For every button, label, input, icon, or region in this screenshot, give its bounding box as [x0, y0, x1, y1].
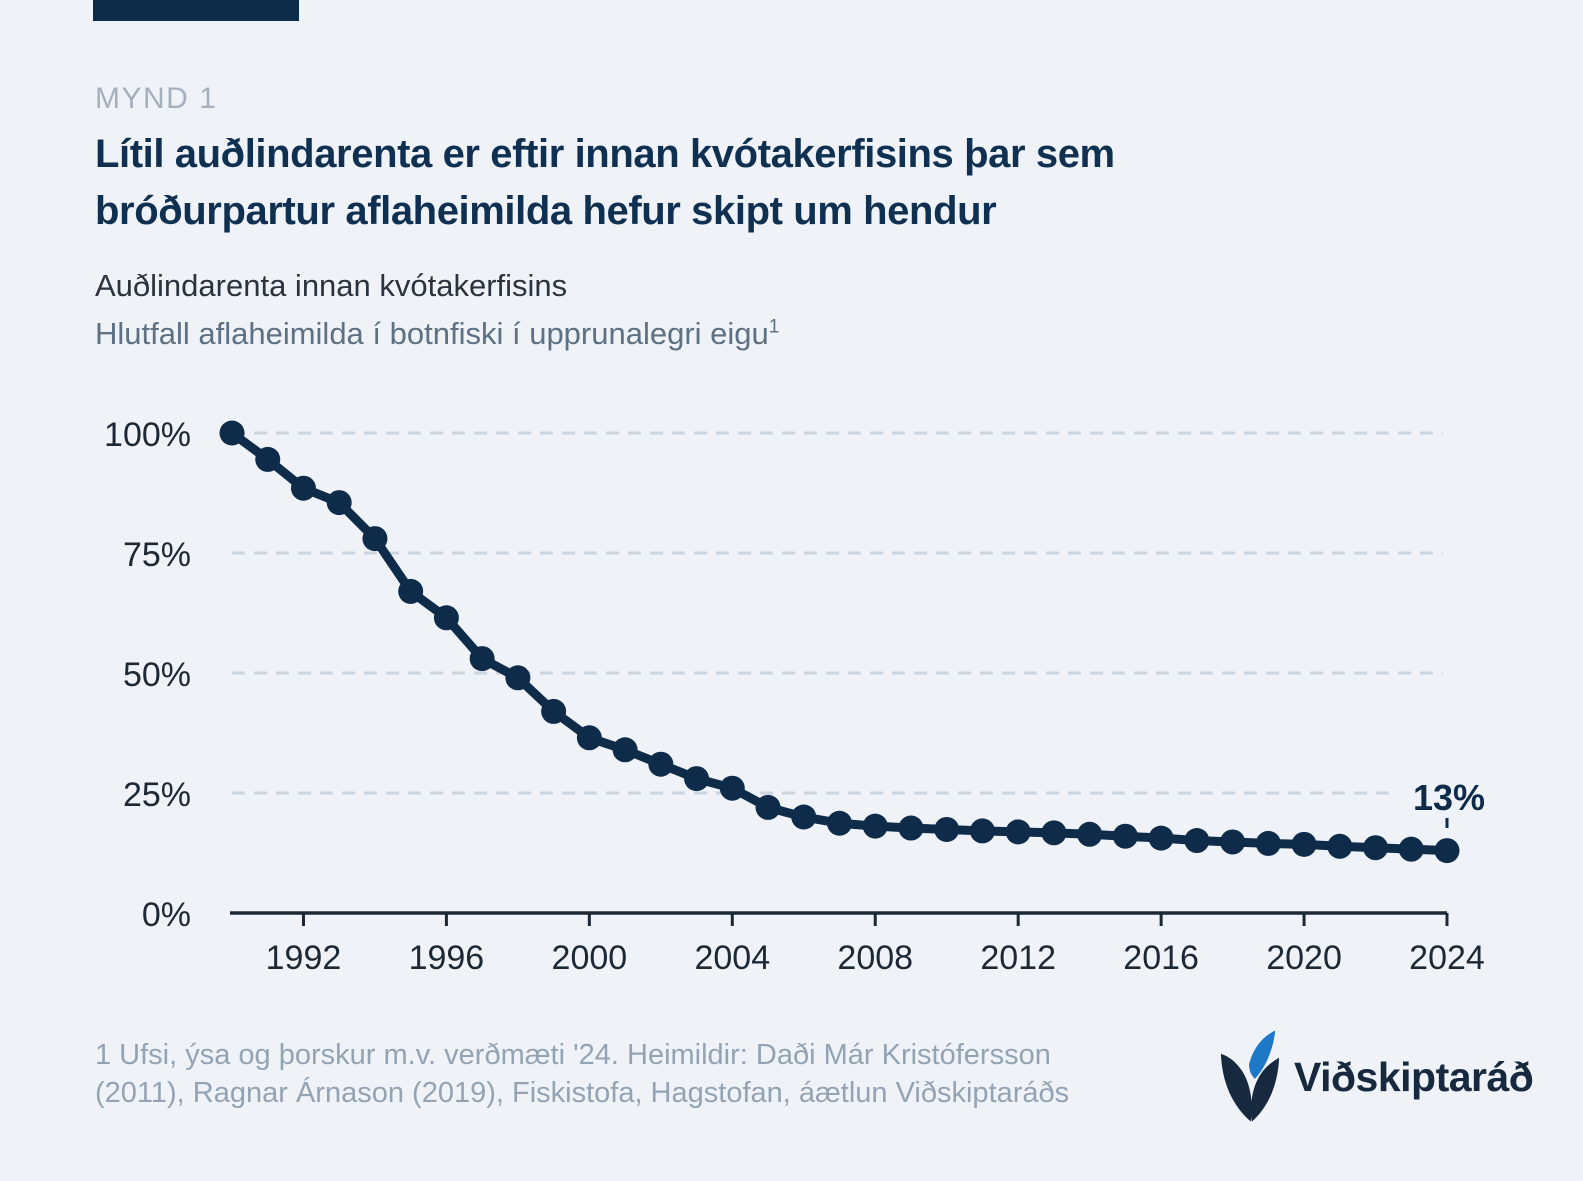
data-point: [576, 725, 602, 751]
x-axis-label: 2004: [694, 939, 770, 977]
data-point: [398, 578, 424, 604]
data-point: [469, 646, 495, 672]
data-point: [862, 813, 888, 839]
data-point: [1184, 828, 1210, 854]
footnote: 1 Ufsi, ýsa og þorskur m.v. verðmæti '24…: [95, 1036, 1069, 1112]
logo-mark-icon: [1220, 1030, 1280, 1122]
data-point: [1398, 836, 1424, 862]
y-axis-label: 25%: [123, 776, 191, 814]
data-point: [219, 420, 245, 446]
x-axis-label: 1992: [266, 939, 342, 977]
logo-text: Viðskiptaráð: [1294, 1053, 1534, 1100]
data-point: [755, 794, 781, 820]
x-axis: [230, 911, 1449, 926]
data-point: [326, 490, 352, 516]
data-point: [1291, 831, 1317, 857]
data-point: [1220, 829, 1246, 855]
x-axis-label: 2012: [980, 939, 1056, 977]
value-annotation: 13%: [1413, 777, 1485, 828]
footnote-marker: 1: [768, 316, 780, 338]
data-point: [1005, 819, 1031, 845]
subtitle-secondary-text: Hlutfall aflaheimilda í botnfiski í uppr…: [95, 316, 769, 351]
logo: Viðskiptaráð: [1218, 1026, 1534, 1128]
x-axis-label: 2024: [1409, 939, 1485, 977]
y-axis-label: 50%: [123, 656, 191, 694]
data-point: [791, 804, 817, 830]
x-axis-label: 2020: [1266, 939, 1342, 977]
data-point: [505, 665, 531, 691]
data-point: [648, 751, 674, 777]
y-axis-label: 75%: [123, 536, 191, 574]
data-point: [255, 446, 281, 472]
data-point: [1255, 830, 1281, 856]
title-line-2: bróðurpartur aflaheimilda hefur skipt um…: [95, 189, 997, 233]
data-point: [1327, 833, 1353, 859]
data-point: [1148, 825, 1174, 851]
data-point: [290, 475, 316, 501]
data-point: [433, 605, 459, 631]
data-point: [719, 775, 745, 801]
x-axis-label: 2016: [1123, 939, 1199, 977]
x-axis-label: 2008: [837, 939, 913, 977]
data-point: [1434, 838, 1460, 864]
data-point: [1363, 835, 1389, 861]
data-point: [612, 737, 638, 763]
data-series: [219, 420, 1460, 864]
footnote-line-2: (2011), Ragnar Árnason (2019), Fiskistof…: [95, 1077, 1070, 1109]
gridlines: [232, 431, 1443, 795]
y-axis-labels: 100% 75% 50% 25% 0%: [104, 416, 191, 934]
x-axis-label: 1996: [409, 939, 485, 977]
data-point: [969, 818, 995, 844]
chart-subtitle: Auðlindarenta innan kvótakerfisins: [95, 268, 568, 303]
data-point: [684, 766, 710, 792]
data-series-line: [227, 428, 1452, 856]
data-point: [362, 526, 388, 552]
footnote-line-1: 1 Ufsi, ýsa og þorskur m.v. verðmæti '24…: [95, 1039, 1051, 1071]
data-point: [827, 810, 852, 836]
title-line-1: Lítil auðlindarenta er eftir innan kvóta…: [95, 132, 1115, 176]
x-axis-label: 2000: [552, 939, 628, 977]
y-axis-label: 100%: [104, 416, 191, 454]
figure-label: MYND 1: [95, 82, 218, 115]
y-axis-label: 0%: [142, 896, 191, 934]
data-point: [1077, 821, 1103, 847]
data-point: [1112, 823, 1138, 849]
chart-subtitle-secondary: Hlutfall aflaheimilda í botnfiski í uppr…: [95, 316, 779, 352]
data-point: [541, 698, 567, 724]
data-point: [934, 816, 960, 842]
value-annotation-label: 13%: [1413, 777, 1485, 818]
chart-title: Lítil auðlindarenta er eftir innan kvóta…: [95, 126, 1115, 240]
top-accent-bar: [93, 0, 299, 21]
data-point: [1041, 820, 1067, 846]
x-axis-labels: 1992 1996 2000 2004 2008 2012 2016 2020 2024: [266, 939, 1485, 977]
data-point: [898, 815, 924, 841]
